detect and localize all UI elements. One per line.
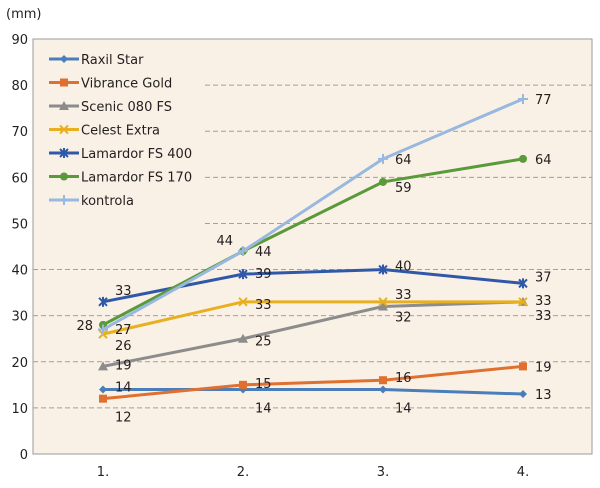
series-line xyxy=(102,97,524,331)
x-tick-label: 2. xyxy=(237,465,249,480)
data-label: 40 xyxy=(395,260,412,275)
data-point xyxy=(379,376,387,385)
data-label: 27 xyxy=(115,323,132,338)
series-line xyxy=(102,157,524,327)
y-tick-label: 70 xyxy=(11,125,28,140)
data-point xyxy=(98,296,108,307)
data-label: 12 xyxy=(115,411,132,426)
legend-item: kontrola xyxy=(49,194,134,209)
data-point xyxy=(518,278,528,289)
data-label: 37 xyxy=(535,270,552,285)
data-point xyxy=(518,297,528,307)
data-point xyxy=(238,269,248,280)
data-label: 64 xyxy=(535,153,552,168)
y-tick-label: 20 xyxy=(11,356,28,371)
legend-item: Scenic 080 FS xyxy=(49,100,172,115)
data-point xyxy=(518,93,528,104)
x-tick-label: 4. xyxy=(517,465,529,480)
y-tick-label: 50 xyxy=(11,217,28,232)
series-line xyxy=(102,364,524,401)
data-label: 33 xyxy=(535,309,552,324)
data-label: 19 xyxy=(115,358,132,373)
x-tick-label: 1. xyxy=(97,465,109,480)
legend-label: Vibrance Gold xyxy=(81,77,172,92)
data-label: 33 xyxy=(255,298,272,313)
data-point xyxy=(239,380,247,389)
data-point xyxy=(59,124,69,135)
data-label: 33 xyxy=(395,288,412,303)
y-tick-label: 30 xyxy=(11,310,28,325)
data-label: 16 xyxy=(395,371,412,386)
y-tick-label: 90 xyxy=(11,33,28,48)
data-point xyxy=(99,385,107,394)
y-tick-label: 40 xyxy=(11,264,28,279)
legend-label: Raxil Star xyxy=(81,53,144,68)
data-point xyxy=(59,148,69,158)
data-point xyxy=(60,55,68,63)
legend-label: Celest Extra xyxy=(81,124,160,139)
y-tick-label: 80 xyxy=(11,79,28,94)
y-tick-label: 0 xyxy=(20,448,28,463)
legend-label: Lamardor FS 170 xyxy=(81,171,192,186)
data-label: 14 xyxy=(255,401,272,416)
data-point xyxy=(98,324,108,335)
y-tick-label: 60 xyxy=(11,171,28,186)
legend-item: Celest Extra xyxy=(49,124,160,139)
data-label: 59 xyxy=(395,181,412,196)
data-point xyxy=(59,101,69,110)
data-point xyxy=(98,361,108,371)
data-point xyxy=(519,390,527,399)
data-label: 25 xyxy=(255,335,272,350)
data-label: 33 xyxy=(535,294,552,309)
legend-item: Lamardor FS 400 xyxy=(49,147,192,162)
data-label: 15 xyxy=(255,377,272,392)
data-point xyxy=(379,385,387,394)
data-label: 44 xyxy=(255,245,272,260)
legend-label: Scenic 080 FS xyxy=(81,100,172,115)
data-point xyxy=(59,195,69,205)
data-point xyxy=(238,333,248,343)
series-line xyxy=(102,300,523,336)
data-point xyxy=(519,362,527,371)
data-label: 64 xyxy=(395,153,412,168)
legend-item: Vibrance Gold xyxy=(49,77,172,92)
data-point xyxy=(378,301,388,311)
series-line xyxy=(103,387,524,396)
legend-item: Lamardor FS 170 xyxy=(49,171,192,186)
series-kontrola xyxy=(98,93,528,335)
data-point xyxy=(519,154,527,163)
data-label: 26 xyxy=(115,339,132,354)
data-label: 14 xyxy=(115,380,132,395)
data-point xyxy=(99,394,107,403)
data-point xyxy=(60,172,68,181)
data-point xyxy=(378,153,388,164)
legend-label: kontrola xyxy=(81,194,134,209)
data-point xyxy=(379,177,387,186)
data-point xyxy=(238,297,248,307)
legend-item: Raxil Star xyxy=(49,53,144,68)
data-label: 28 xyxy=(76,319,93,334)
series-vibrance-gold xyxy=(99,362,527,403)
data-label: 33 xyxy=(115,284,132,299)
data-label: 13 xyxy=(535,388,552,403)
y-axis-label: (mm) xyxy=(6,7,41,22)
data-point xyxy=(378,297,388,307)
y-tick-label: 10 xyxy=(11,402,28,417)
data-label: 44 xyxy=(216,234,233,249)
series-line xyxy=(102,300,524,368)
data-label: 32 xyxy=(395,310,412,325)
x-tick-label: 3. xyxy=(377,465,389,480)
data-point xyxy=(378,264,388,275)
data-label: 77 xyxy=(535,93,552,108)
data-label: 19 xyxy=(535,360,552,375)
data-label: 39 xyxy=(255,267,272,282)
data-label: 14 xyxy=(395,401,412,416)
data-point xyxy=(60,78,68,87)
legend-label: Lamardor FS 400 xyxy=(81,147,192,162)
data-point xyxy=(238,246,248,257)
